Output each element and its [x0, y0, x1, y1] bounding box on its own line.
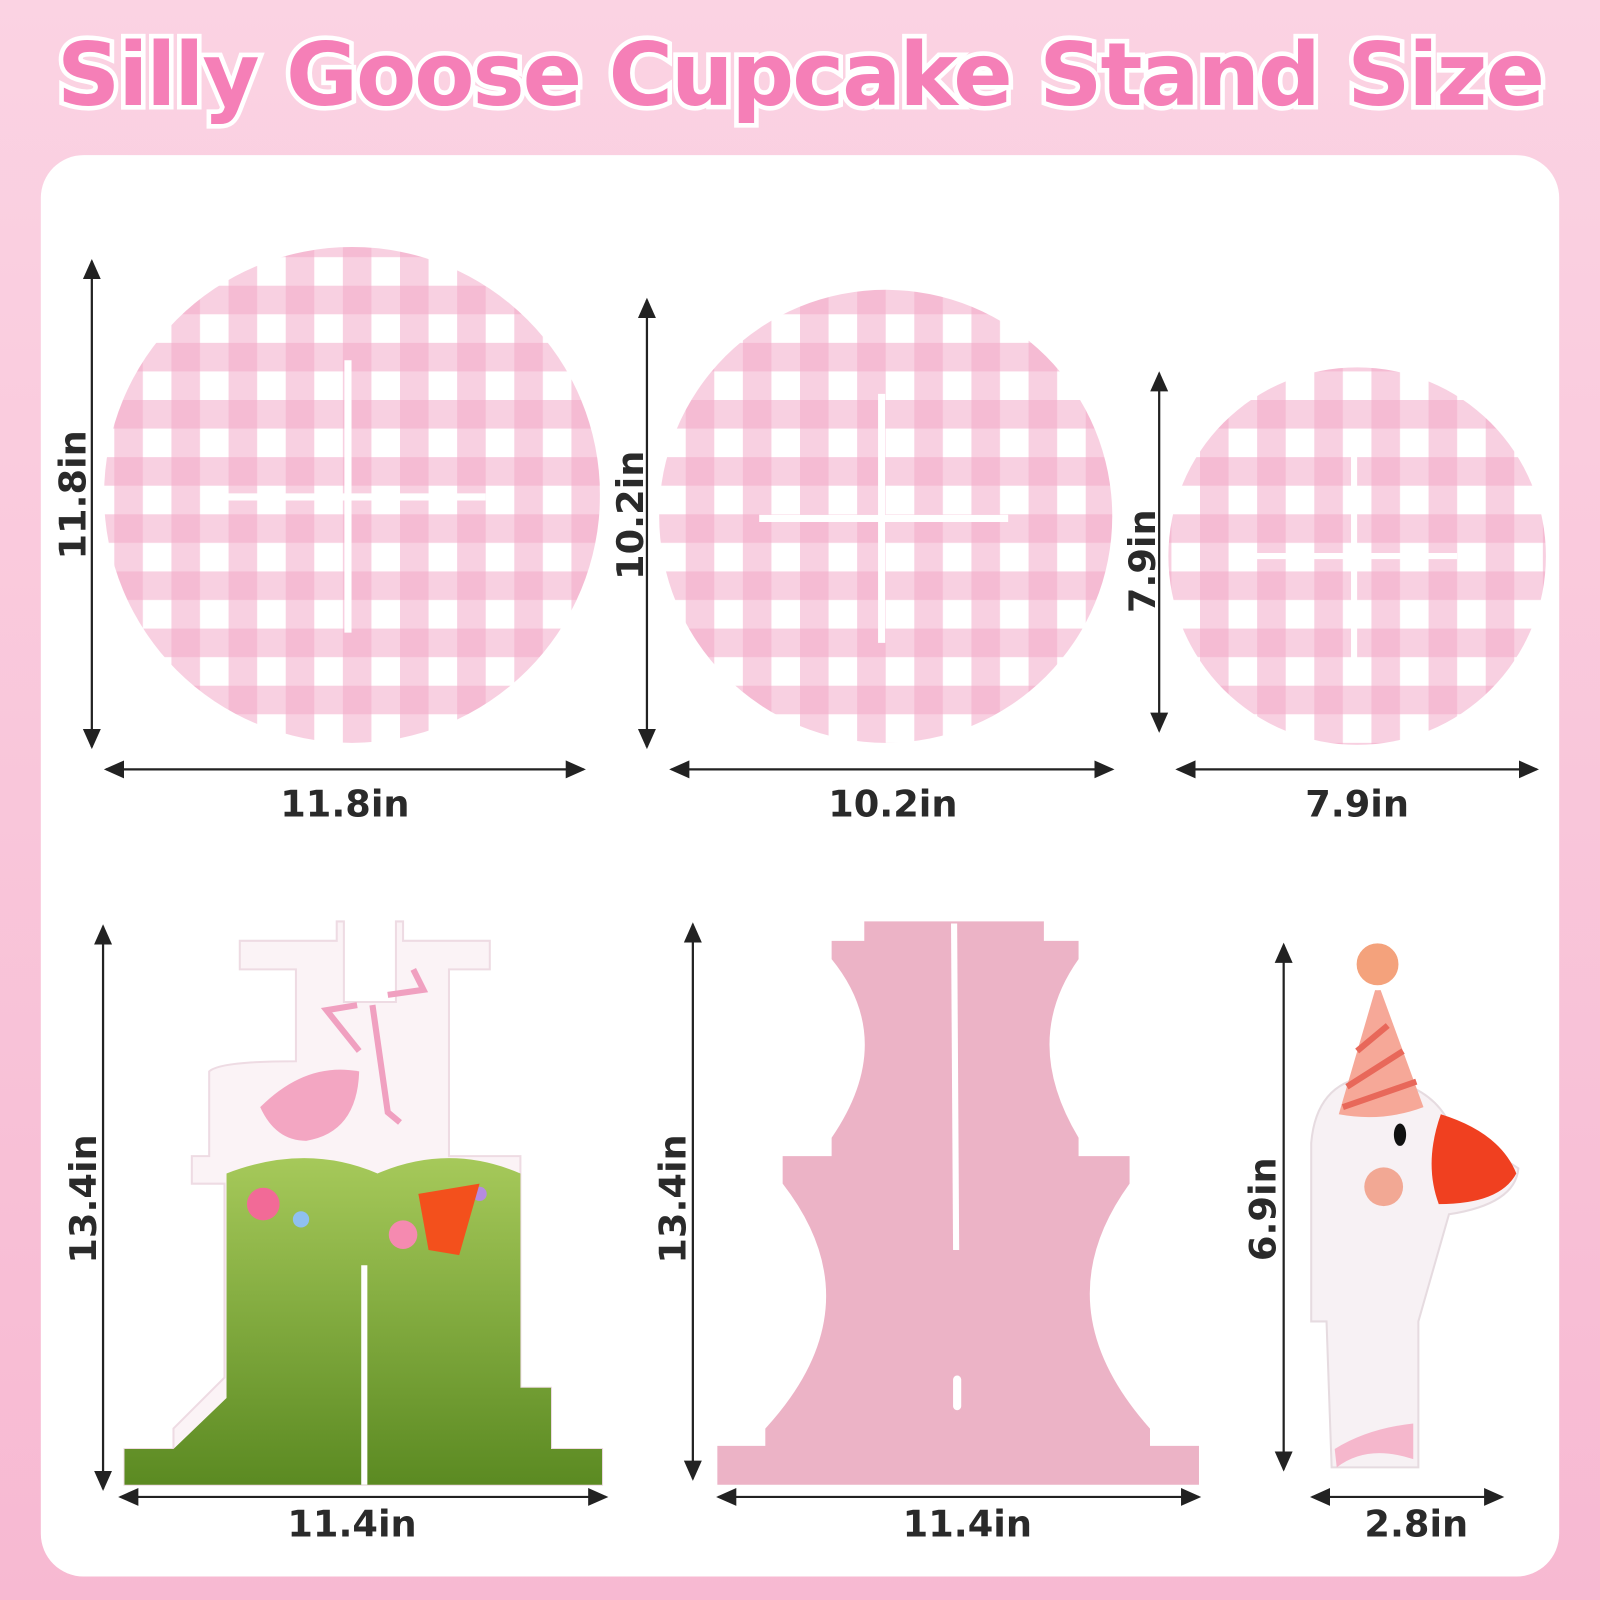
pink-support-width: 11.4in	[903, 1503, 1032, 1546]
small-plate-height: 7.9in	[1121, 509, 1164, 613]
small-plate	[1168, 367, 1546, 745]
large-plate-width: 11.8in	[280, 782, 409, 825]
grass-goose-support	[123, 920, 604, 1486]
grass-support-width: 11.4in	[287, 1503, 416, 1546]
small-plate-width: 7.9in	[1305, 782, 1409, 825]
page-title: Silly Goose Cupcake Stand Size	[57, 24, 1543, 126]
goose-topper-width: 2.8in	[1364, 1503, 1468, 1546]
pink-support-height: 13.4in	[652, 1134, 695, 1263]
goose-topper-height: 6.9in	[1242, 1157, 1285, 1261]
grass-support-height: 13.4in	[62, 1134, 105, 1263]
large-plate-height: 11.8in	[52, 430, 95, 559]
medium-plate-height: 10.2in	[609, 451, 652, 580]
medium-plate	[659, 289, 1113, 743]
goose-topper	[1310, 938, 1520, 1469]
large-plate	[104, 246, 600, 743]
medium-plate-width: 10.2in	[828, 782, 957, 825]
pink-support	[717, 921, 1199, 1485]
